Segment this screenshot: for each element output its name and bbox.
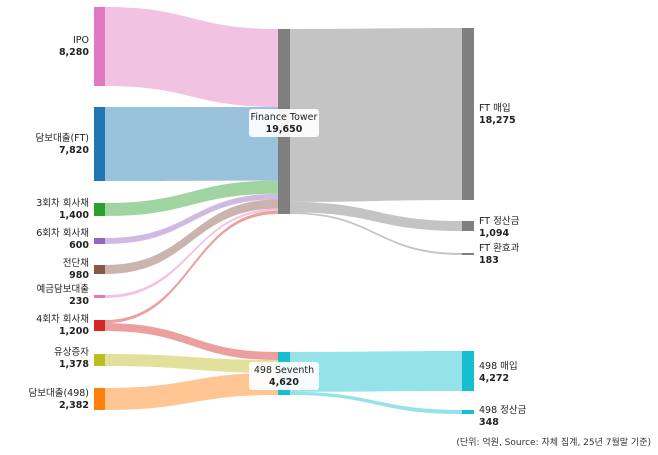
node-bond4 (94, 320, 105, 331)
flow-loan498-to-s498 (105, 372, 278, 410)
source-label-rights: 유상증자 (54, 347, 89, 358)
source-label-loan498: 담보대출(498) (28, 387, 89, 399)
source-value-loan498: 2,382 (59, 400, 89, 411)
source-label-senior: 전단채 (63, 258, 89, 269)
target-label-ft_fx: FT 환효과 (479, 242, 520, 254)
flow-bond4-to-ft (105, 210, 278, 324)
source-label-ipo: IPO (73, 35, 89, 46)
middle-value-ft: 19,650 (266, 124, 303, 135)
target-value-ft_settle: 1,094 (479, 228, 509, 239)
node-b498_buy (462, 351, 474, 391)
node-ft_fx (462, 253, 474, 255)
flow-senior-to-ft (105, 199, 278, 274)
target-label-b498_settle: 498 정산금 (479, 405, 527, 416)
middle-label-box-ft (249, 109, 319, 137)
source-value-bond6: 600 (69, 240, 89, 251)
node-b498_settle (462, 410, 474, 414)
flow-bond3-to-ft (105, 180, 278, 216)
source-label-deposit_loan: 예금담보대출 (37, 283, 90, 295)
flow-ft-to-ft_buy (290, 28, 462, 202)
node-ft_settle (462, 221, 474, 231)
flow-ft-to-ft_settle (290, 201, 462, 231)
source-label-bond6: 6회차 회사채 (36, 227, 89, 239)
flow-s498-to-b498_buy (290, 351, 462, 392)
flow-ft_loan-to-ft (105, 106, 278, 181)
source-value-bond3: 1,400 (59, 210, 89, 221)
target-label-ft_settle: FT 정산금 (479, 216, 520, 227)
source-value-deposit_loan: 230 (69, 296, 89, 307)
middle-value-s498: 4,620 (269, 377, 299, 388)
source-value-ft_loan: 7,820 (59, 145, 89, 156)
node-bond6 (94, 238, 105, 244)
source-value-bond4: 1,200 (59, 326, 89, 337)
unit-note: (단위: 억원, Source: 자체 집계, 25년 7월말 기준) (456, 436, 651, 448)
target-label-ft_buy: FT 매입 (479, 102, 511, 114)
flow-s498-to-b498_settle (290, 391, 462, 414)
flow-bond4-to-s498 (105, 323, 278, 361)
source-value-rights: 1,378 (59, 359, 89, 370)
flow-links (105, 7, 462, 414)
node-ft_buy (462, 28, 474, 200)
node-deposit_loan (94, 295, 105, 298)
node-bond3 (94, 203, 105, 216)
target-value-b498_settle: 348 (479, 417, 499, 428)
flow-ipo-to-ft (105, 7, 278, 107)
target-value-b498_buy: 4,272 (479, 373, 509, 384)
flow-nodes (94, 7, 474, 414)
source-label-ft_loan: 담보대출(FT) (36, 132, 89, 144)
flow-bond6-to-ft (105, 193, 278, 244)
source-label-bond3: 3회차 회사채 (36, 197, 89, 209)
target-value-ft_buy: 18,275 (479, 115, 516, 126)
source-value-ipo: 8,280 (59, 47, 89, 58)
flow-ft-to-ft_fx (290, 212, 462, 255)
source-label-bond4: 4회차 회사채 (36, 313, 89, 325)
node-loan498 (94, 388, 105, 410)
node-senior (94, 265, 105, 274)
source-value-senior: 980 (69, 270, 89, 281)
target-value-ft_fx: 183 (479, 255, 499, 266)
middle-label-s498: 498 Seventh (254, 365, 314, 376)
middle-label-box-s498 (249, 362, 319, 390)
flow-deposit_loan-to-ft (105, 208, 278, 298)
target-label-b498_buy: 498 매입 (479, 360, 518, 372)
middle-label-ft: Finance Tower (251, 112, 318, 123)
node-rights (94, 354, 105, 366)
flow-rights-to-s498 (105, 354, 278, 373)
node-ipo (94, 7, 105, 86)
node-ft_loan (94, 107, 105, 181)
